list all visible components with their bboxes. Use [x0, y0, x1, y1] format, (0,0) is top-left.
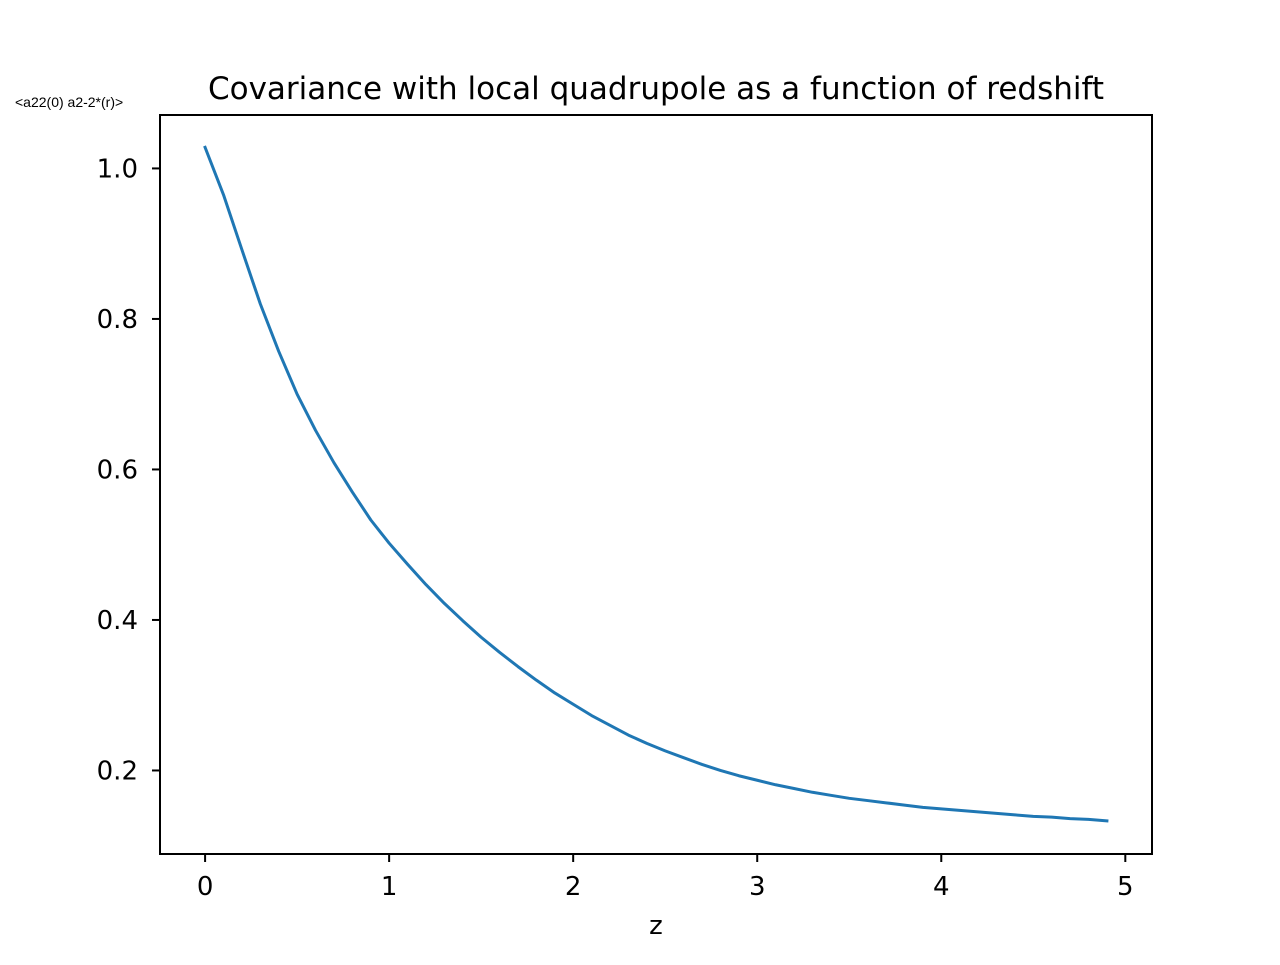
- plot-frame: [159, 114, 1153, 855]
- x-axis-label: z: [649, 911, 663, 941]
- x-tick-label: 4: [933, 872, 950, 902]
- x-axis-ticks: 0 1 2 3 4 5: [197, 854, 1134, 902]
- x-tick-label: 0: [197, 872, 214, 902]
- x-tick-label: 3: [749, 872, 766, 902]
- y-tick-label: 0.6: [97, 455, 138, 485]
- series-layer: [203, 145, 1109, 823]
- y-tick-label: 0.8: [97, 305, 138, 335]
- y-axis-ticks: 0.2 0.4 0.6 0.8 1.0: [97, 154, 160, 786]
- x-tick-label: 1: [381, 872, 398, 902]
- y-tick-label: 0.2: [97, 756, 138, 786]
- series-line-0: [203, 145, 1109, 823]
- x-tick-label: 5: [1117, 872, 1134, 902]
- x-tick-label: 2: [565, 872, 582, 902]
- y-axis-label: <a22(0) a2-2*(r)>: [15, 94, 123, 110]
- y-tick-label: 0.4: [97, 606, 138, 636]
- chart-title: Covariance with local quadrupole as a fu…: [208, 71, 1104, 107]
- y-tick-label: 1.0: [97, 154, 138, 184]
